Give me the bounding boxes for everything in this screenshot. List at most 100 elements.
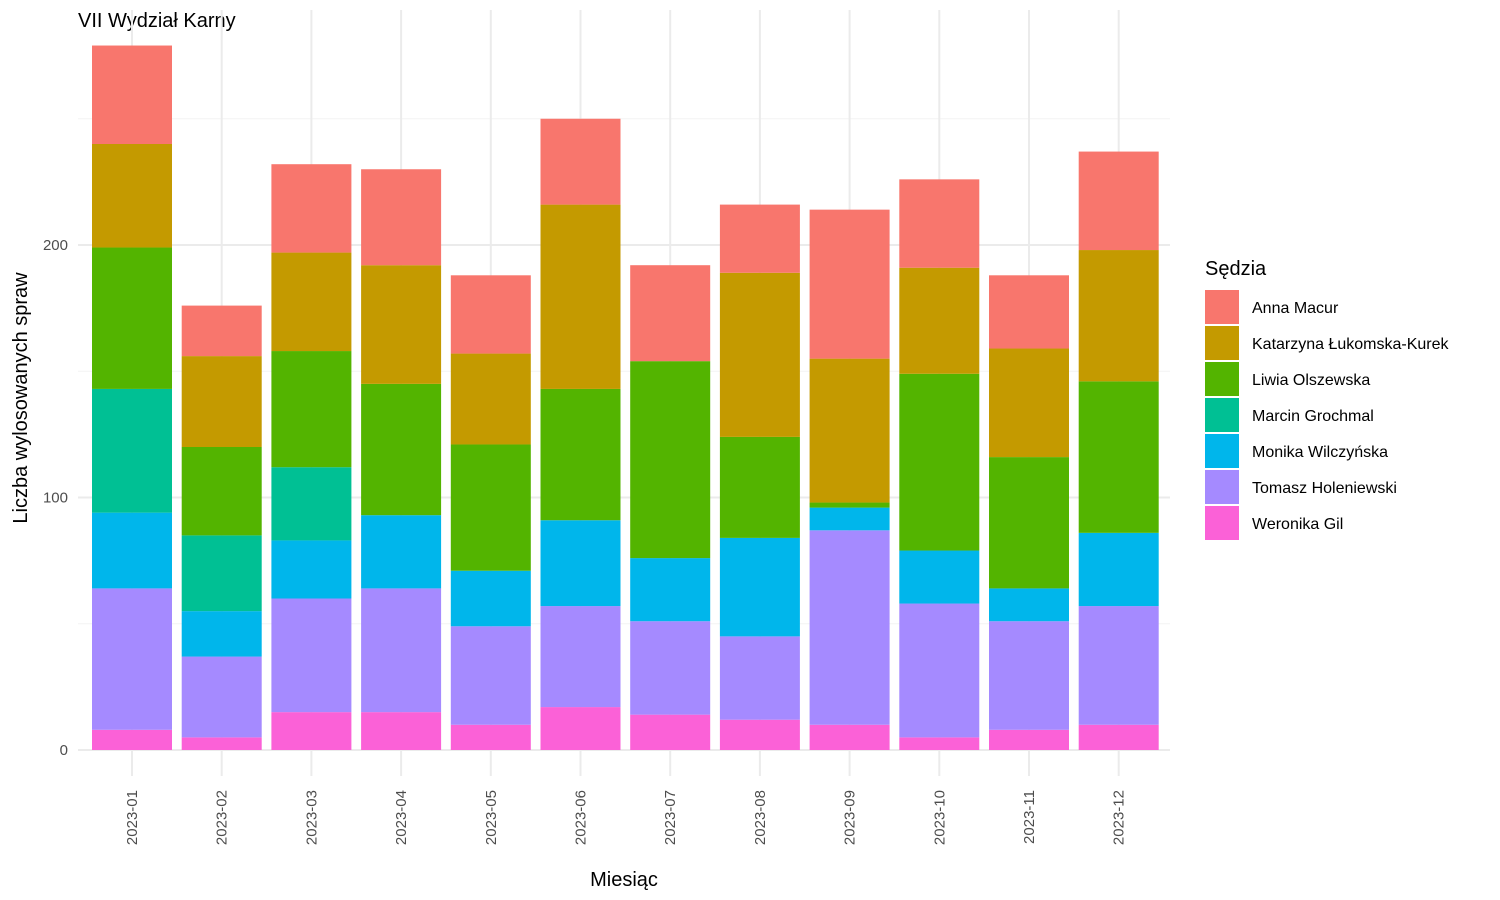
bar-segment bbox=[450, 275, 531, 354]
bar-segment bbox=[1078, 381, 1159, 533]
legend: Sędzia Anna Macur Katarzyna Łukomska-Kure… bbox=[1205, 258, 1450, 540]
x-tick-label: 2023-05 bbox=[483, 790, 500, 845]
bar-segment bbox=[899, 550, 980, 604]
bar-segment bbox=[630, 558, 711, 622]
bar-segment bbox=[181, 305, 262, 357]
bar-segment bbox=[899, 179, 980, 268]
legend-label: Monika Wilczyńska bbox=[1252, 444, 1388, 461]
bar-segment bbox=[989, 275, 1069, 349]
bar-segment bbox=[989, 729, 1069, 750]
bar-segment bbox=[181, 535, 262, 612]
x-tick-label: 2023-06 bbox=[573, 790, 590, 845]
legend-swatch bbox=[1205, 506, 1239, 540]
bar-segment bbox=[899, 267, 980, 374]
bar-segment bbox=[450, 353, 531, 445]
x-tick-label: 2023-09 bbox=[842, 790, 859, 845]
x-tick-label: 2023-02 bbox=[214, 790, 231, 845]
x-tick-label: 2023-10 bbox=[931, 790, 948, 845]
bar-segment bbox=[92, 512, 172, 589]
legend-label: Weronika Gil bbox=[1252, 516, 1343, 533]
bar-segment bbox=[361, 265, 442, 384]
legend-swatch bbox=[1205, 326, 1239, 360]
bar-segment bbox=[809, 724, 890, 750]
x-axis-title: Miesiąc bbox=[590, 869, 658, 891]
bar-segment bbox=[361, 515, 442, 589]
bar-segment bbox=[450, 444, 531, 571]
bar-segment bbox=[92, 388, 172, 513]
bar-segment bbox=[719, 272, 800, 437]
bar-segment bbox=[1078, 532, 1159, 607]
legend-label: Marcin Grochmal bbox=[1252, 408, 1374, 425]
bar-segment bbox=[271, 252, 352, 352]
legend-label: Anna Macur bbox=[1252, 300, 1339, 317]
bar-segment bbox=[181, 356, 262, 447]
x-tick-label: 2023-01 bbox=[124, 790, 141, 845]
chart-title: VII Wydział Karny bbox=[78, 10, 236, 32]
x-tick-label: 2023-12 bbox=[1111, 790, 1128, 845]
bar-segment bbox=[540, 118, 621, 205]
legend-title: Sędzia bbox=[1205, 258, 1267, 280]
bar-segment bbox=[92, 45, 172, 144]
bar-segment bbox=[540, 388, 621, 521]
bar-segment bbox=[92, 144, 172, 248]
bar-segment bbox=[540, 606, 621, 708]
bar-segment bbox=[181, 737, 262, 750]
bar-segment bbox=[92, 247, 172, 389]
bar-segment bbox=[271, 164, 352, 253]
y-axis-ticks: 0 100 200 bbox=[43, 237, 68, 759]
bar-segment bbox=[540, 204, 621, 389]
bar-segment bbox=[809, 530, 890, 725]
bar-segment bbox=[719, 537, 800, 637]
bar-segment bbox=[719, 636, 800, 720]
y-axis-title: Liczba wylosowanych spraw bbox=[10, 272, 32, 524]
bar-segment bbox=[630, 621, 711, 715]
y-tick-label: 200 bbox=[43, 237, 68, 254]
bar-segment bbox=[92, 588, 172, 730]
bar-segment bbox=[450, 570, 531, 627]
bar-segment bbox=[92, 729, 172, 750]
legend-swatch bbox=[1205, 290, 1239, 324]
legend-label: Katarzyna Łukomska-Kurek bbox=[1252, 336, 1450, 353]
bar-segment bbox=[1078, 151, 1159, 251]
bar-segment bbox=[1078, 724, 1159, 750]
y-tick-label: 100 bbox=[43, 490, 68, 507]
legend-swatch bbox=[1205, 362, 1239, 396]
bar-segment bbox=[989, 348, 1069, 458]
bar-segment bbox=[181, 656, 262, 738]
bar-segment bbox=[540, 520, 621, 607]
bar-segment bbox=[899, 603, 980, 738]
bar-segment bbox=[181, 611, 262, 657]
bar-segment bbox=[450, 724, 531, 750]
bar-segment bbox=[719, 204, 800, 273]
x-tick-label: 2023-03 bbox=[303, 790, 320, 845]
legend-swatch bbox=[1205, 398, 1239, 432]
bar-segment bbox=[989, 457, 1069, 589]
bar-segment bbox=[809, 209, 890, 359]
bar-segment bbox=[181, 447, 262, 536]
bar-segment bbox=[361, 169, 442, 266]
bar-segment bbox=[809, 507, 890, 531]
bar-segment bbox=[809, 358, 890, 503]
bar-segment bbox=[899, 373, 980, 551]
bar-segment bbox=[809, 502, 890, 508]
x-tick-label: 2023-11 bbox=[1021, 790, 1038, 844]
bar-segment bbox=[361, 588, 442, 713]
bar-segment bbox=[899, 737, 980, 750]
x-tick-label: 2023-04 bbox=[393, 790, 410, 845]
bar-segment bbox=[361, 712, 442, 750]
legend-swatch bbox=[1205, 470, 1239, 504]
bar-segment bbox=[630, 361, 711, 559]
x-tick-label: 2023-08 bbox=[752, 790, 769, 845]
bar-segment bbox=[989, 588, 1069, 622]
bar-segment bbox=[989, 621, 1069, 730]
bar-segment bbox=[450, 626, 531, 725]
bar-segment bbox=[719, 719, 800, 750]
legend-label: Tomasz Holeniewski bbox=[1252, 480, 1397, 497]
bar-segment bbox=[1078, 606, 1159, 725]
bar-segment bbox=[719, 436, 800, 538]
bar-segment bbox=[271, 598, 352, 713]
bar-segment bbox=[271, 351, 352, 468]
bar-segment bbox=[630, 265, 711, 362]
bar-segment bbox=[271, 540, 352, 599]
